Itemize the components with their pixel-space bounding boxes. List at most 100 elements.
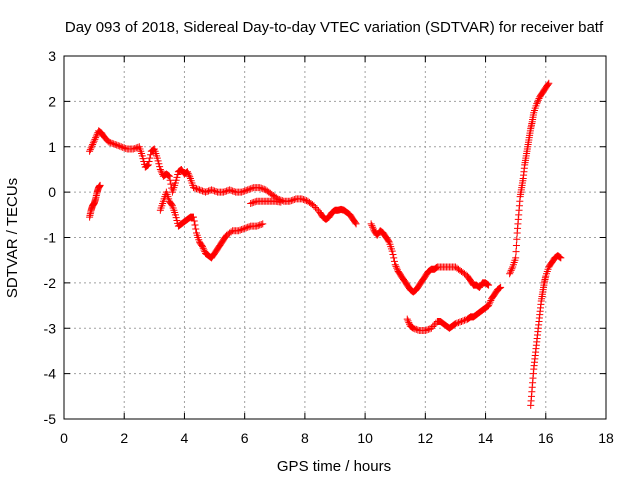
data-point [192, 185, 200, 193]
data-point [199, 187, 207, 195]
data-point [208, 186, 216, 194]
data-point [483, 280, 491, 288]
data-point [405, 319, 413, 327]
data-point [409, 324, 417, 332]
data-point [308, 201, 316, 209]
data-point [556, 253, 564, 261]
data-point [212, 188, 220, 196]
y-tick-label: -1 [44, 230, 57, 246]
data-point [230, 188, 238, 196]
data-point [429, 323, 437, 331]
data-point [239, 188, 247, 196]
data-point [248, 199, 256, 207]
data-point [421, 327, 429, 335]
data-point [535, 95, 543, 103]
x-tick-labels: 0 2 4 6 8 10 12 14 16 18 [60, 430, 614, 446]
data-point [238, 226, 246, 234]
data-point [392, 262, 400, 270]
grid [64, 56, 606, 419]
data-point [227, 186, 235, 194]
data-point [247, 185, 255, 193]
chart-title: Day 093 of 2018, Sidereal Day-to-day VTE… [65, 19, 604, 36]
data-point [456, 318, 464, 326]
data-point [508, 265, 516, 273]
data-point [147, 151, 155, 159]
data-point [196, 186, 203, 194]
data-point [241, 187, 249, 195]
data-point [166, 176, 174, 184]
data-point [165, 172, 173, 180]
data-point [203, 188, 211, 196]
data-point [172, 214, 180, 222]
data-point [290, 195, 298, 203]
data-point [88, 142, 96, 150]
x-tick-label: 14 [478, 430, 494, 446]
data-point [393, 266, 401, 274]
data-point [256, 184, 264, 192]
data-point [257, 220, 265, 228]
data-point [186, 173, 194, 181]
data-point [242, 186, 250, 194]
y-tick-label: 3 [48, 48, 56, 64]
data-point [241, 224, 249, 232]
series-seg-a [86, 127, 360, 228]
data-point [199, 243, 207, 251]
data-point [245, 185, 253, 193]
y-tick-label: -2 [44, 275, 57, 291]
data-point [506, 268, 514, 276]
x-tick-label: 2 [120, 430, 128, 446]
x-tick-label: 6 [241, 430, 249, 446]
data-point [352, 220, 360, 228]
data-point [254, 222, 262, 230]
data-point [544, 80, 552, 88]
data-point [411, 325, 419, 333]
data-point [404, 317, 412, 325]
data-point [185, 171, 193, 179]
data-point [242, 224, 250, 232]
data-point [168, 201, 176, 209]
data-point [191, 221, 199, 229]
y-tick-labels: 3 2 1 0 -1 -2 -3 -4 -5 [44, 48, 57, 427]
data-point [460, 316, 468, 324]
data-point [278, 197, 286, 205]
data-point [485, 302, 493, 310]
data-point [171, 179, 179, 187]
data-point [184, 169, 192, 177]
data-point [138, 152, 146, 160]
data-point [301, 196, 309, 204]
data-point [389, 251, 397, 259]
data-point [486, 298, 494, 306]
data-point [143, 162, 151, 170]
data-point [408, 323, 416, 331]
data-point [286, 197, 294, 205]
data-point [198, 241, 206, 249]
data-point [111, 140, 119, 148]
data-point [89, 140, 97, 148]
data-point [202, 188, 210, 196]
data-point [114, 142, 122, 150]
data-point [423, 326, 431, 334]
data-point [369, 225, 377, 233]
x-tick-label: 16 [538, 430, 554, 446]
data-point [238, 188, 246, 196]
plot-frame [63, 55, 607, 420]
data-point [512, 254, 520, 262]
data-point [369, 223, 377, 231]
data-point [173, 173, 181, 181]
data-point [485, 300, 493, 308]
data-point [190, 217, 198, 225]
data-point [105, 138, 113, 146]
data-point [484, 281, 492, 289]
data-point [139, 155, 147, 163]
data-point [144, 161, 152, 169]
data-point [367, 220, 375, 228]
data-point [390, 257, 398, 265]
data-point [150, 146, 158, 154]
data-point [183, 168, 191, 176]
series-seg-b [86, 181, 104, 221]
data-point [199, 244, 207, 252]
data-point [171, 211, 179, 219]
data-point [287, 197, 295, 205]
data-point [253, 222, 261, 230]
data-point [197, 186, 205, 194]
